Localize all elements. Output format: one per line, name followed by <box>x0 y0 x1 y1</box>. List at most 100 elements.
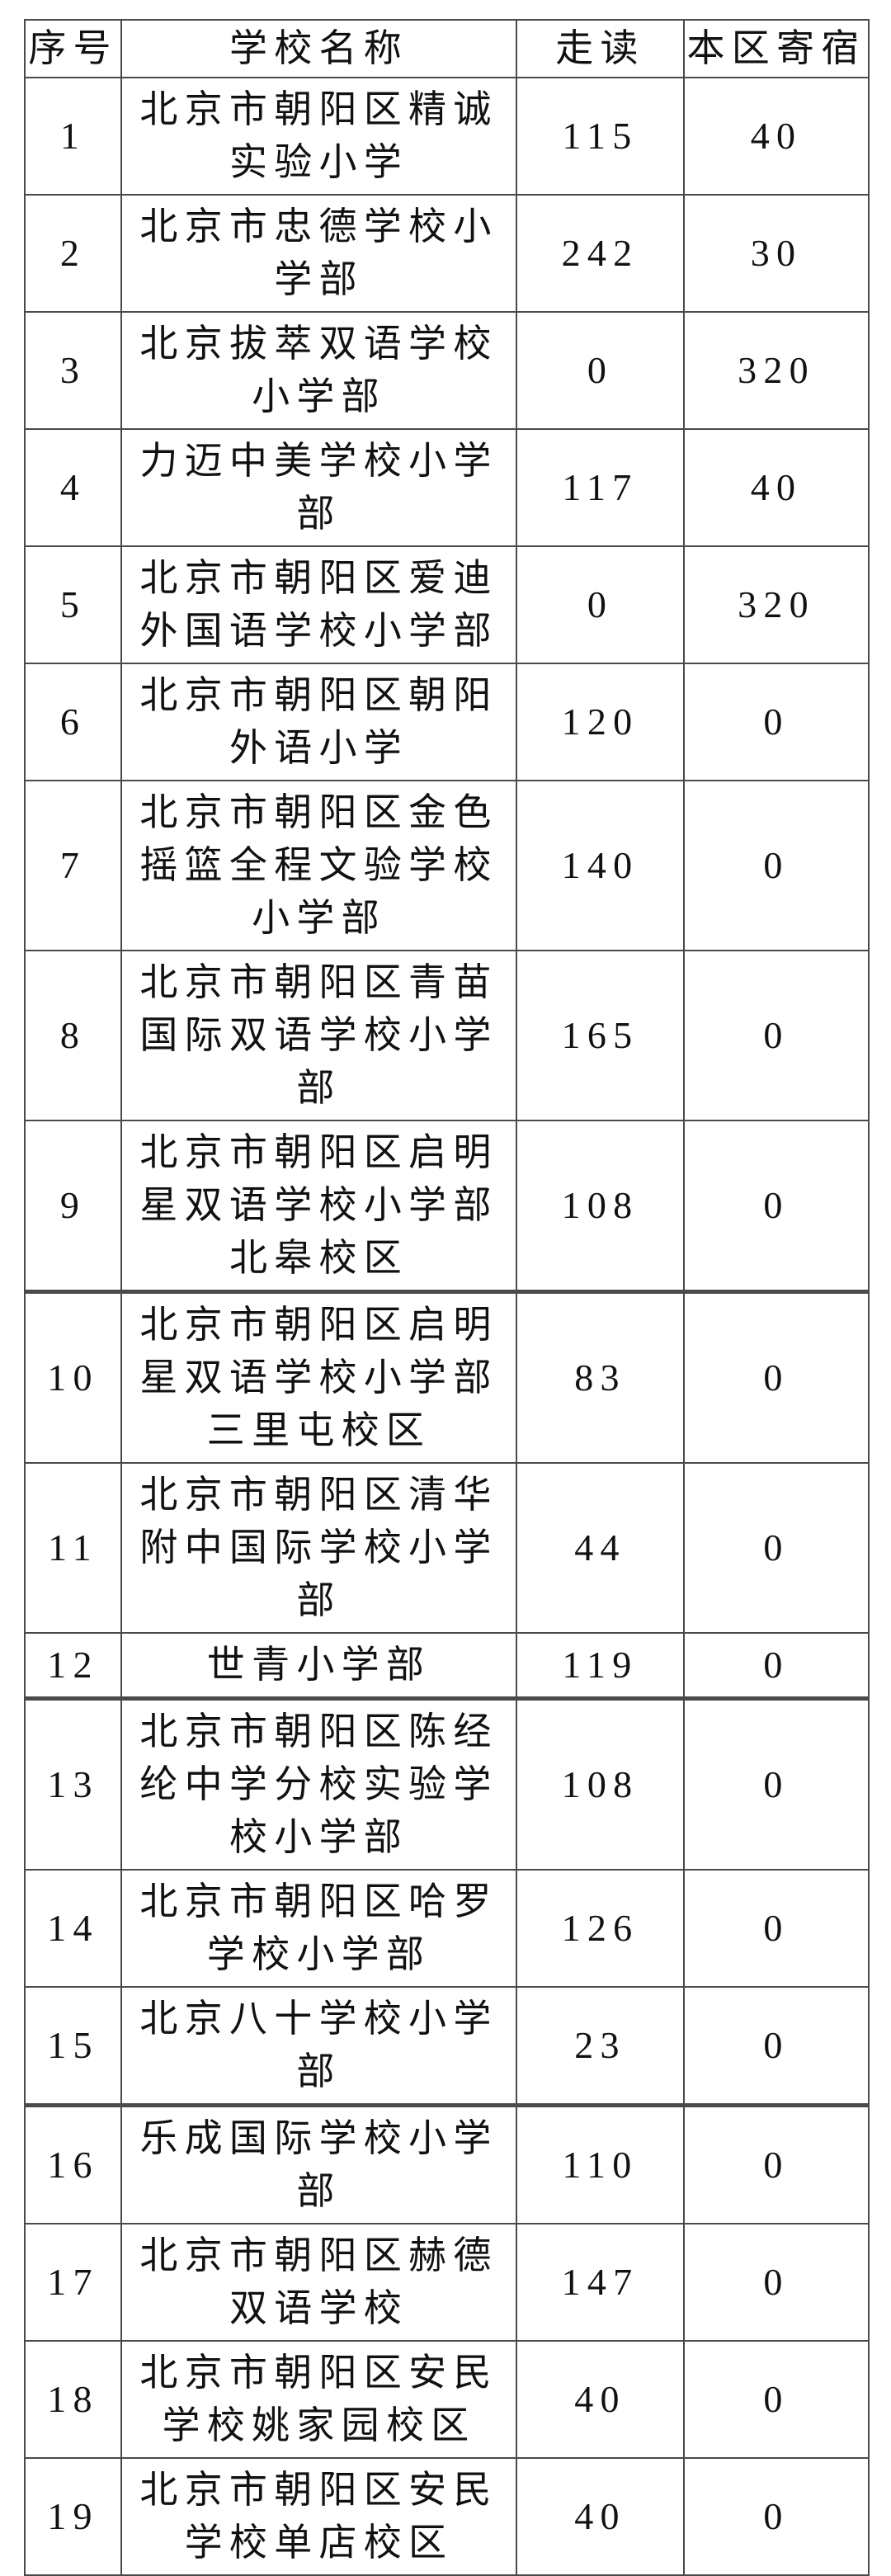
day-count: 115 <box>516 77 685 196</box>
row-no: 5 <box>24 545 122 664</box>
school-name: 北京市朝阳区清华附中国际学校小学部 <box>120 1462 517 1634</box>
row-no: 1 <box>24 77 122 196</box>
school-name: 北京市朝阳区朝阳外语小学 <box>120 663 517 781</box>
day-count: 110 <box>516 2103 685 2225</box>
row-no: 14 <box>24 1869 122 1988</box>
row-no: 2 <box>24 194 122 313</box>
day-count: 0 <box>516 545 685 664</box>
row-no: 17 <box>24 2223 122 2342</box>
row-no: 18 <box>24 2340 122 2459</box>
row-no: 19 <box>24 2457 122 2576</box>
school-name: 世青小学部 <box>120 1632 517 1700</box>
table-row: 3 北京拔萃双语学校小学部 0 320 <box>24 311 870 430</box>
school-enrollment-table: 序号 学校名称 走读 本区寄宿 1 北京市朝阳区精诚实验小学 115 40 2 北京市忠德… <box>24 19 870 2576</box>
boarding-count: 0 <box>683 950 870 1121</box>
school-name: 北京市朝阳区陈经纶中学分校实验学校小学部 <box>120 1696 517 1871</box>
table-row: 15 北京八十学校小学部 23 0 <box>24 1986 870 2107</box>
boarding-count: 0 <box>683 2223 870 2342</box>
boarding-count: 30 <box>683 194 870 313</box>
boarding-count: 0 <box>683 1462 870 1634</box>
day-count: 108 <box>516 1696 685 1871</box>
boarding-count: 0 <box>683 2103 870 2225</box>
table-row: 7 北京市朝阳区金色摇篮全程文验学校小学部 140 0 <box>24 780 870 951</box>
school-name: 北京八十学校小学部 <box>120 1986 517 2107</box>
row-no: 8 <box>24 950 122 1121</box>
table-row: 16 乐成国际学校小学部 110 0 <box>24 2103 870 2225</box>
row-no: 13 <box>24 1696 122 1871</box>
school-name: 北京市朝阳区安民学校姚家园校区 <box>120 2340 517 2459</box>
day-count: 120 <box>516 663 685 781</box>
header-cell-day: 走读 <box>516 19 685 78</box>
day-count: 83 <box>516 1290 685 1464</box>
row-no: 3 <box>24 311 122 430</box>
boarding-count: 40 <box>683 77 870 196</box>
school-name: 乐成国际学校小学部 <box>120 2103 517 2225</box>
school-name: 北京市朝阳区爱迪外国语学校小学部 <box>120 545 517 664</box>
school-name: 北京市朝阳区赫德双语学校 <box>120 2223 517 2342</box>
row-no: 12 <box>24 1632 122 1700</box>
school-name: 北京市朝阳区安民学校单店校区 <box>120 2457 517 2576</box>
boarding-count: 0 <box>683 1696 870 1871</box>
day-count: 165 <box>516 950 685 1121</box>
row-no: 16 <box>24 2103 122 2225</box>
row-no: 6 <box>24 663 122 781</box>
day-count: 117 <box>516 428 685 547</box>
day-count: 40 <box>516 2457 685 2576</box>
table-row: 13 北京市朝阳区陈经纶中学分校实验学校小学部 108 0 <box>24 1696 870 1871</box>
table-row: 12 世青小学部 119 0 <box>24 1632 870 1700</box>
boarding-count: 0 <box>683 1290 870 1464</box>
school-name: 力迈中美学校小学部 <box>120 428 517 547</box>
boarding-count: 0 <box>683 780 870 951</box>
school-name: 北京市朝阳区金色摇篮全程文验学校小学部 <box>120 780 517 951</box>
boarding-count: 0 <box>683 1869 870 1988</box>
table-row: 9 北京市朝阳区启明星双语学校小学部北皋校区 108 0 <box>24 1120 870 1293</box>
boarding-count: 320 <box>683 311 870 430</box>
table-row: 4 力迈中美学校小学部 117 40 <box>24 428 870 547</box>
day-count: 119 <box>516 1632 685 1700</box>
table-row: 1 北京市朝阳区精诚实验小学 115 40 <box>24 77 870 196</box>
boarding-count: 0 <box>683 2457 870 2576</box>
table-body: 1 北京市朝阳区精诚实验小学 115 40 2 北京市忠德学校小学部 242 30 3 北京拔萃双… <box>24 77 870 2576</box>
boarding-count: 0 <box>683 2340 870 2459</box>
header-cell-boarding: 本区寄宿 <box>683 19 870 78</box>
row-no: 7 <box>24 780 122 951</box>
boarding-count: 0 <box>683 1632 870 1700</box>
header-row: 序号 学校名称 走读 本区寄宿 <box>24 19 870 78</box>
boarding-count: 320 <box>683 545 870 664</box>
day-count: 40 <box>516 2340 685 2459</box>
boarding-count: 0 <box>683 1986 870 2107</box>
school-name: 北京市朝阳区启明星双语学校小学部三里屯校区 <box>120 1290 517 1464</box>
table-row: 19 北京市朝阳区安民学校单店校区 40 0 <box>24 2457 870 2576</box>
boarding-count: 40 <box>683 428 870 547</box>
header-cell-no: 序号 <box>24 19 122 78</box>
boarding-count: 0 <box>683 1120 870 1293</box>
day-count: 0 <box>516 311 685 430</box>
day-count: 147 <box>516 2223 685 2342</box>
day-count: 108 <box>516 1120 685 1293</box>
day-count: 140 <box>516 780 685 951</box>
table-row: 18 北京市朝阳区安民学校姚家园校区 40 0 <box>24 2340 870 2459</box>
header-cell-school: 学校名称 <box>120 19 517 78</box>
table-row: 10 北京市朝阳区启明星双语学校小学部三里屯校区 83 0 <box>24 1290 870 1464</box>
day-count: 126 <box>516 1869 685 1988</box>
row-no: 4 <box>24 428 122 547</box>
school-name: 北京市朝阳区青苗国际双语学校小学部 <box>120 950 517 1121</box>
table-row: 17 北京市朝阳区赫德双语学校 147 0 <box>24 2223 870 2342</box>
day-count: 242 <box>516 194 685 313</box>
school-name: 北京市朝阳区哈罗学校小学部 <box>120 1869 517 1988</box>
school-name: 北京市朝阳区启明星双语学校小学部北皋校区 <box>120 1120 517 1293</box>
school-name: 北京市朝阳区精诚实验小学 <box>120 77 517 196</box>
table-row: 11 北京市朝阳区清华附中国际学校小学部 44 0 <box>24 1462 870 1634</box>
row-no: 15 <box>24 1986 122 2107</box>
boarding-count: 0 <box>683 663 870 781</box>
table-row: 5 北京市朝阳区爱迪外国语学校小学部 0 320 <box>24 545 870 664</box>
table-row: 8 北京市朝阳区青苗国际双语学校小学部 165 0 <box>24 950 870 1121</box>
row-no: 9 <box>24 1120 122 1293</box>
table-row: 2 北京市忠德学校小学部 242 30 <box>24 194 870 313</box>
row-no: 10 <box>24 1290 122 1464</box>
table-row: 6 北京市朝阳区朝阳外语小学 120 0 <box>24 663 870 781</box>
school-name: 北京拔萃双语学校小学部 <box>120 311 517 430</box>
day-count: 23 <box>516 1986 685 2107</box>
school-name: 北京市忠德学校小学部 <box>120 194 517 313</box>
row-no: 11 <box>24 1462 122 1634</box>
